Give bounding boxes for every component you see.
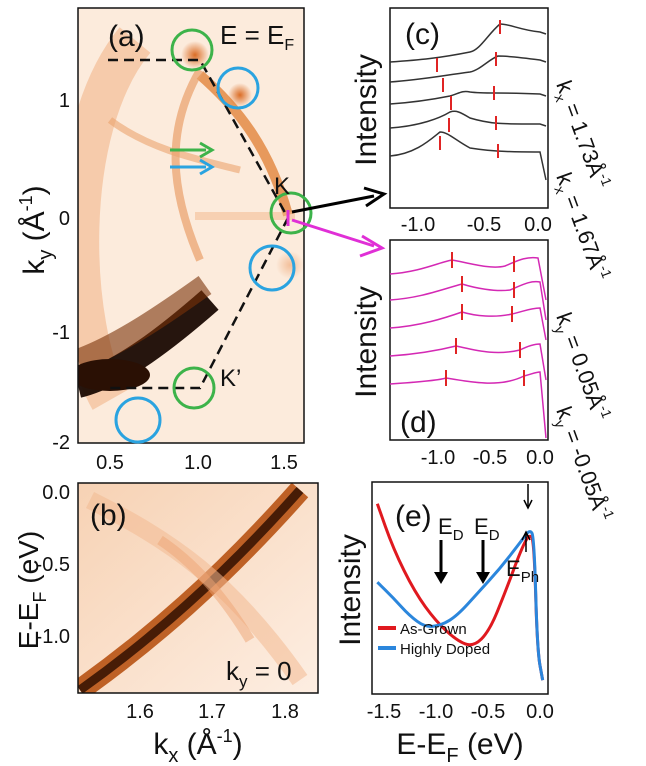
blue-circle-mid [248, 244, 296, 292]
panel-a-ytick: 1 [59, 90, 70, 112]
panel-b-xticks: 1.6 1.7 1.8 [126, 701, 299, 723]
green-arrow [170, 141, 215, 159]
panel-d-curve [389, 280, 547, 321]
panel-e-frame [371, 481, 549, 695]
kprime-point-label: K’ [220, 365, 241, 392]
panel-a: (a) E = EF K K’ 0.5 1.0 1.5 1 0 -1 -2 ky… [16, 7, 313, 474]
panel-c-xtick: -0.5 [467, 214, 501, 236]
panel-c-curve [389, 55, 547, 83]
panel-e-legend: As-Grown Highly Doped [378, 621, 490, 658]
panel-a-xtick: 1.5 [270, 452, 298, 474]
green-circle-top [170, 28, 214, 72]
panel-c: (c) Intensity -1.0 -0.5 0.0 kx = 1.73Å-1… [350, 7, 615, 280]
legend-label-as-grown: As-Grown [400, 621, 467, 638]
panel-e-xlabel: E-EF (eV) [396, 728, 523, 766]
panel-b-ylabel: E-EF (eV) [13, 531, 50, 649]
panel-c-curve [389, 131, 547, 181]
panel-a-yticks: 1 0 -1 -2 [52, 90, 70, 454]
panel-c-label: (c) [405, 18, 440, 51]
panel-a-ytick: -2 [52, 432, 70, 454]
panel-a-xtick: 0.5 [96, 452, 124, 474]
panel-a-frame [77, 7, 305, 444]
panel-d-curve [389, 307, 547, 341]
green-circle-kprime [172, 366, 216, 410]
panel-d-curve [389, 371, 547, 439]
panel-d-ky-bottom-label: ky = -0.05Å-1 [548, 402, 618, 526]
ed-annotation-right: ED [474, 514, 500, 584]
panel-a-label: (a) [108, 20, 145, 53]
panel-d-curves [389, 256, 547, 439]
panel-b-ytick: 0.0 [42, 482, 70, 504]
panel-d-xtick: 0.0 [526, 447, 554, 469]
panel-b-xtick: 1.8 [271, 701, 299, 723]
panel-b-intensity-map [78, 483, 309, 693]
panel-c-curve [389, 110, 547, 129]
panel-d-ylabel: Intensity [350, 286, 383, 398]
panel-a-intensity-map [78, 27, 304, 410]
series-line-highly-doped [376, 530, 545, 681]
panel-d-peak-markers [445, 252, 525, 386]
panel-a-xticks: 0.5 1.0 1.5 [96, 452, 298, 474]
panel-c-xtick: -1.0 [401, 214, 435, 236]
green-circle-k [269, 191, 313, 235]
panel-d-label: (d) [400, 406, 437, 439]
panel-d: (d) Intensity -1.0 -0.5 0.0 ky = 0.05Å-1… [350, 239, 618, 526]
panel-e-ylabel: Intensity [334, 534, 367, 646]
panel-c-frame [389, 7, 549, 209]
panel-e-xtick: -0.5 [471, 701, 505, 723]
panel-b-xtick: 1.7 [198, 701, 226, 723]
panel-e-xticks: -1.5 -1.0 -0.5 0.0 [367, 701, 554, 723]
panel-d-frame [389, 239, 549, 441]
panel-c-curve [389, 90, 547, 105]
panel-e-label: (e) [395, 500, 432, 533]
panel-b: (b) ky = 0 1.6 1.7 1.8 0.0 -0.5 -1.0 kx … [13, 482, 319, 766]
panel-d-xtick: -0.5 [473, 447, 507, 469]
panel-c-curve [389, 23, 547, 63]
panel-b-yticks: 0.0 -0.5 -1.0 [36, 482, 70, 648]
panel-e-xtick: -1.5 [367, 701, 401, 723]
blue-circle-top [216, 66, 260, 110]
panel-e: (e) Intensity ED ED EPh [334, 481, 554, 766]
panel-c-xticks: -1.0 -0.5 0.0 [401, 214, 552, 236]
eph-label: EPh [506, 556, 539, 586]
panel-d-xtick: -1.0 [421, 447, 455, 469]
panel-b-ky-label: ky = 0 [226, 656, 292, 691]
panel-c-peak-markers [436, 20, 501, 158]
panel-a-energy-label: E = EF [220, 20, 294, 54]
panel-e-xtick: -1.0 [419, 701, 453, 723]
ed-label-right: ED [474, 514, 500, 544]
panel-a-ytick: -1 [52, 322, 70, 344]
ed-annotation-left: ED [434, 514, 464, 584]
eph-annotation: EPh [506, 484, 539, 586]
arrow-to-panel-d [286, 210, 386, 258]
panel-d-xticks: -1.0 -0.5 0.0 [421, 447, 554, 469]
panel-d-curve [389, 343, 547, 381]
ed-label-left: ED [438, 514, 464, 544]
panel-d-ky-top-label: ky = 0.05Å-1 [548, 308, 616, 425]
panel-c-ylabel: Intensity [350, 54, 383, 166]
blue-arrow [170, 158, 215, 176]
panel-c-curves [389, 23, 547, 181]
panel-b-frame [77, 482, 319, 694]
panel-e-plot [375, 503, 545, 681]
legend-label-highly-doped: Highly Doped [400, 641, 490, 658]
panel-a-ylabel: ky (Å-1) [16, 185, 57, 274]
arrow-to-panel-c [291, 186, 388, 214]
blue-circle-bottom [114, 396, 162, 444]
panel-b-ytick: -0.5 [36, 554, 70, 576]
k-point-label: K [274, 173, 290, 200]
panel-e-xtick: 0.0 [526, 701, 554, 723]
panel-a-xtick: 1.0 [184, 452, 212, 474]
panel-b-label: (b) [90, 499, 127, 532]
panel-c-xtick: 0.0 [524, 214, 552, 236]
panel-b-xlabel: kx (Å-1) [153, 726, 242, 766]
panel-b-xtick: 1.6 [126, 701, 154, 723]
panel-b-ytick: -1.0 [36, 626, 70, 648]
panel-a-ytick: 0 [59, 208, 70, 230]
panel-d-curve [389, 256, 547, 301]
